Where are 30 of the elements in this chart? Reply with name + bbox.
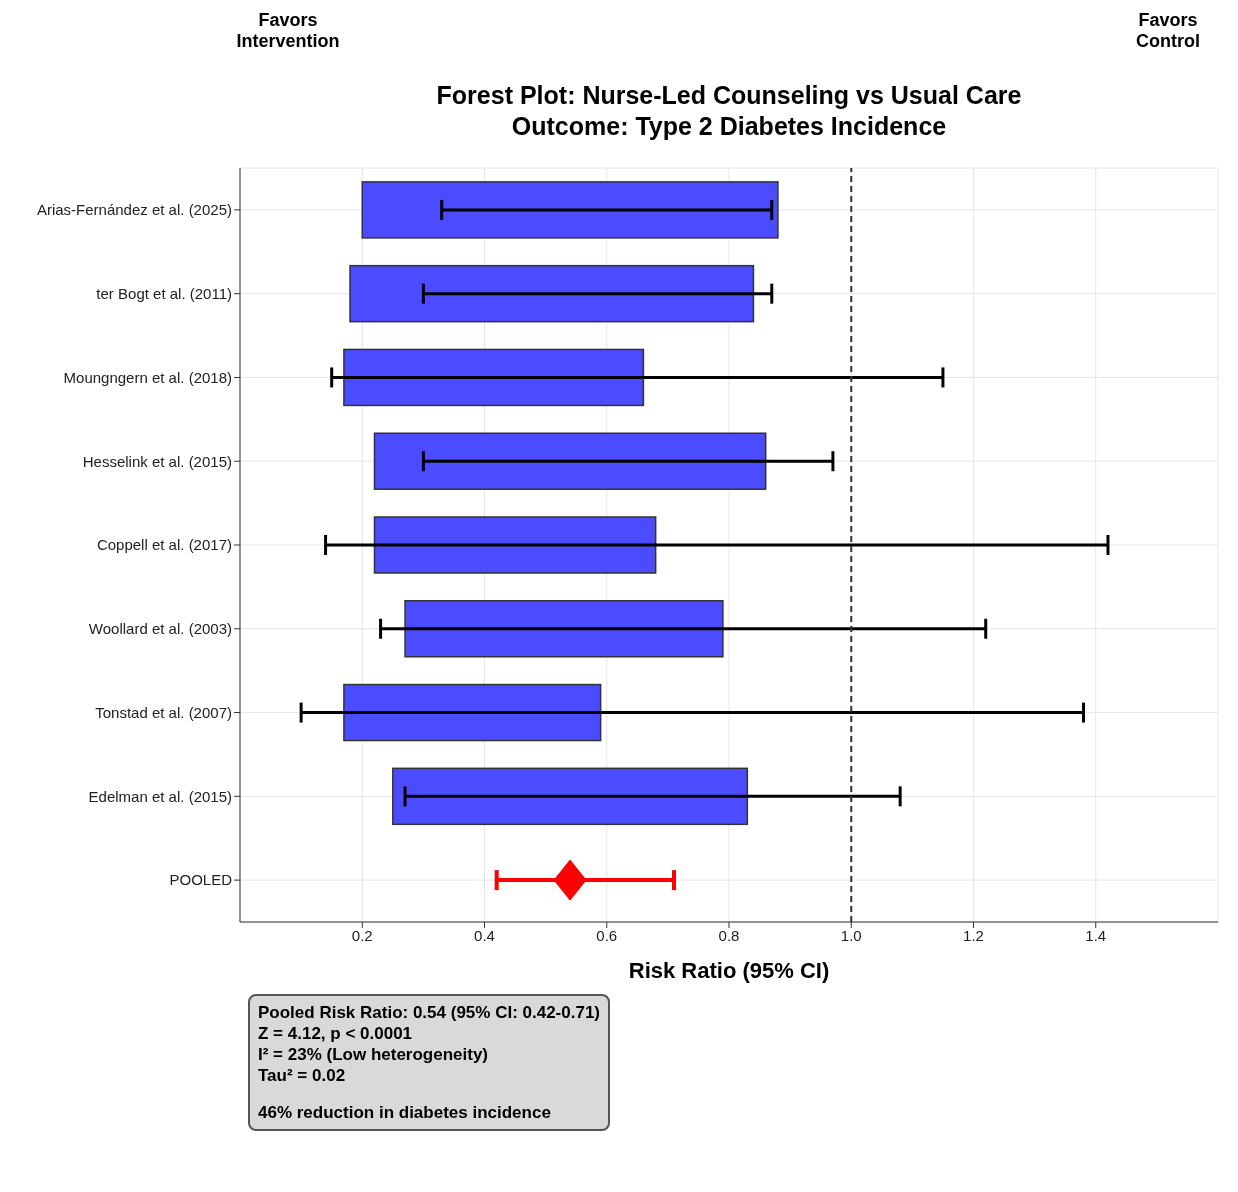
y-tick-label: Hesselink et al. (2015) — [82, 452, 232, 470]
bar — [392, 767, 749, 826]
x-tick-label: 0.8 — [718, 926, 740, 944]
x-axis-title: Risk Ratio (95% CI) — [628, 958, 830, 983]
y-tick-label: Coppell et al. (2017) — [96, 536, 232, 554]
bar — [404, 600, 724, 658]
x-tick-label: 1.4 — [1085, 926, 1107, 944]
chart-subtitle: Outcome: Type 2 Diabetes Incidence — [510, 111, 948, 142]
y-tick-label: Moungngern et al. (2018) — [63, 368, 232, 386]
stats-box: Pooled Risk Ratio: 0.54 (95% CI: 0.42-0.71) Z = 4.12, p < 0.0001 I² = 23% (Low heterogeneity) Tau² = 0.02 46% reduction in diabetes incidence — [248, 994, 610, 1131]
x-tick-label: 0.6 — [596, 926, 618, 944]
bar — [343, 348, 645, 407]
bar — [343, 683, 602, 742]
y-tick-label: Edelman et al. (2015) — [88, 787, 232, 805]
chart-title: Forest Plot: Nurse-Led Counseling vs Usual Care — [435, 80, 1023, 111]
text: Favors Control — [1135, 10, 1201, 52]
bar — [373, 516, 657, 574]
x-tick-label: 0.2 — [351, 926, 373, 944]
y-tick-label: Woollard et al. (2003) — [88, 620, 232, 638]
y-tick-label: Arias-Fernández et al. (2025) — [36, 201, 232, 219]
text: Favors Intervention — [235, 10, 341, 52]
y-tick-label: Tonstad et al. (2007) — [95, 703, 232, 721]
x-tick-label: 1.2 — [963, 926, 984, 944]
bar — [349, 264, 755, 323]
x-tick-label: 1.0 — [840, 926, 862, 944]
y-tick-label: POOLED — [169, 871, 233, 889]
bar — [361, 181, 779, 239]
x-tick-label: 0.4 — [474, 926, 495, 944]
y-tick-label: ter Bogt et al. (2011) — [96, 284, 232, 302]
bar — [373, 432, 767, 490]
